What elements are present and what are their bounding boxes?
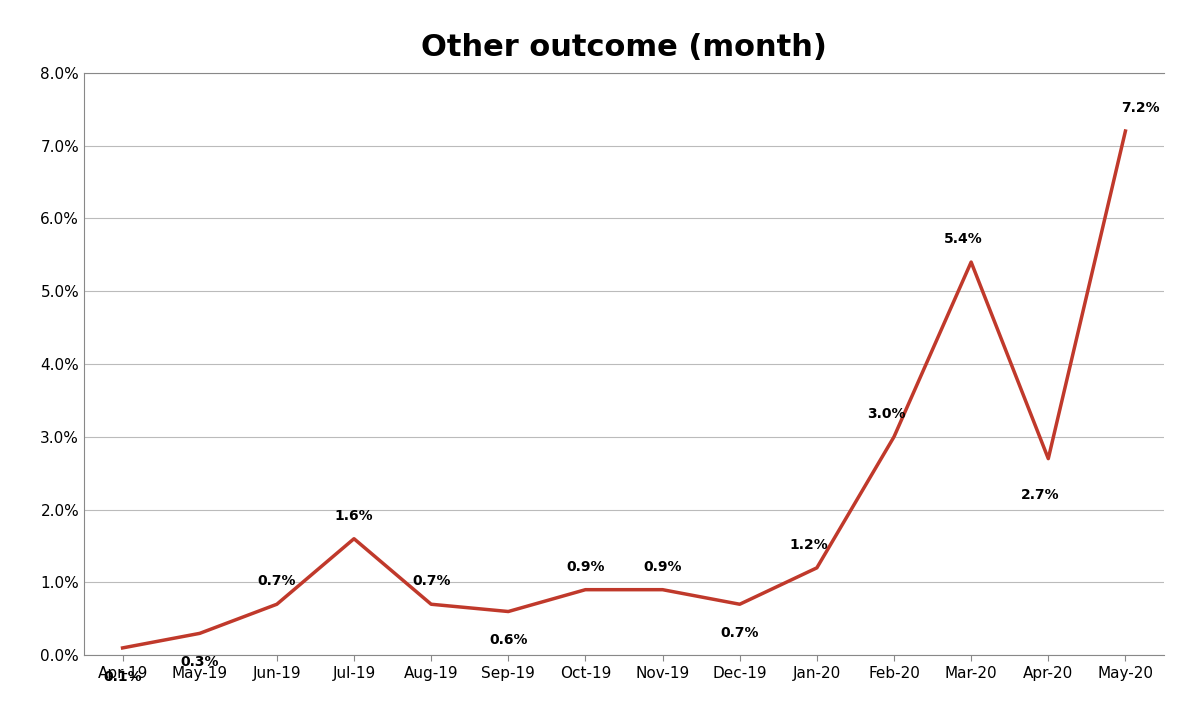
Text: 0.7%: 0.7% (258, 574, 296, 588)
Text: 0.9%: 0.9% (643, 560, 682, 574)
Text: 7.2%: 7.2% (1122, 101, 1160, 115)
Text: 1.2%: 1.2% (790, 538, 828, 552)
Text: 0.3%: 0.3% (180, 655, 218, 669)
Text: 0.7%: 0.7% (412, 574, 450, 588)
Title: Other outcome (month): Other outcome (month) (421, 33, 827, 62)
Text: 0.6%: 0.6% (490, 633, 528, 647)
Text: 3.0%: 3.0% (868, 407, 906, 421)
Text: 0.1%: 0.1% (103, 670, 142, 684)
Text: 2.7%: 2.7% (1021, 488, 1060, 502)
Text: 0.9%: 0.9% (566, 560, 605, 574)
Text: 1.6%: 1.6% (335, 509, 373, 523)
Text: 5.4%: 5.4% (944, 232, 983, 246)
Text: 0.7%: 0.7% (720, 626, 758, 640)
